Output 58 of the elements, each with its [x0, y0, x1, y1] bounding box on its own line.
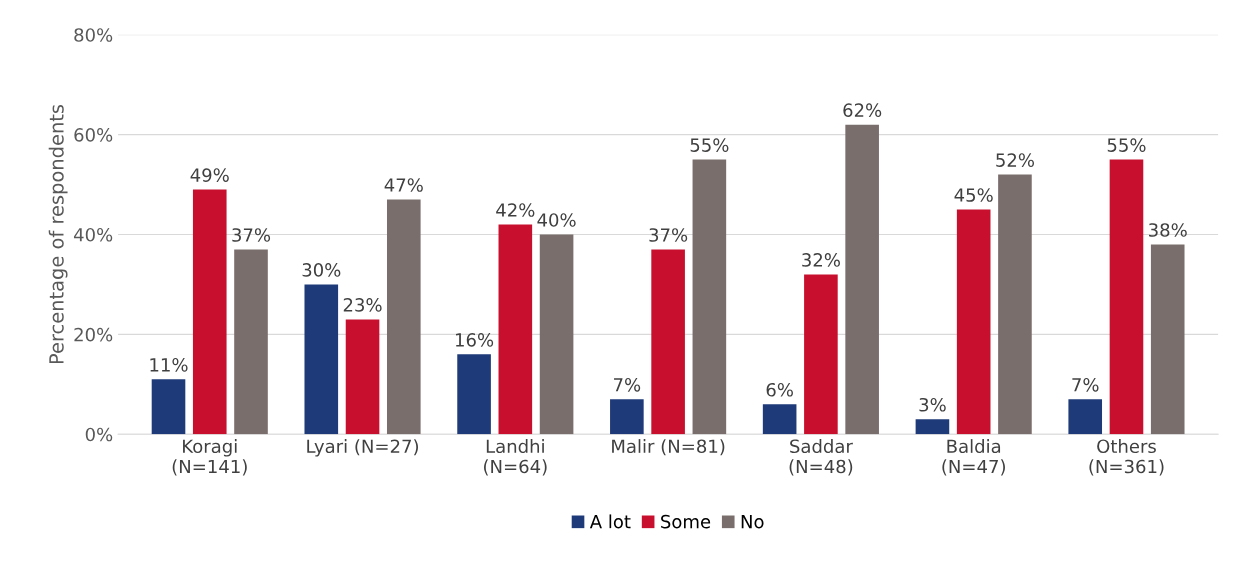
data-label: 6%: [766, 382, 793, 397]
bar: [1150, 244, 1185, 435]
bar: [1109, 159, 1144, 435]
bar: [804, 274, 838, 435]
bar: [345, 319, 380, 435]
data-label: 37%: [232, 228, 271, 242]
x-tick-label: Malir (N=81): [612, 439, 725, 456]
bar: [651, 249, 685, 435]
bar: [762, 404, 797, 435]
data-label: 55%: [1107, 138, 1146, 152]
data-label: 40%: [537, 213, 576, 227]
y-tick-label: 60%: [74, 128, 113, 142]
data-label: 11%: [150, 358, 188, 372]
x-tick-label: Saddar (N=48): [789, 439, 853, 476]
data-label: 55%: [690, 138, 729, 152]
data-label: 32%: [802, 253, 840, 267]
bar: [956, 209, 991, 435]
x-tick-label: Baldia (N=47): [942, 439, 1005, 476]
bar: [304, 284, 339, 435]
y-tick-label: 0%: [85, 427, 113, 442]
bar: [457, 354, 491, 435]
legend-label: A lot: [589, 514, 631, 529]
bar: [386, 199, 421, 435]
legend-label: Some: [661, 514, 711, 529]
bar: [234, 249, 268, 435]
y-axis-title: Percentage of respondents: [48, 104, 68, 364]
x-tick-label: Landhi (N=64): [484, 439, 547, 476]
bar: [151, 379, 186, 435]
x-tick-label: Lyari (N=27): [307, 439, 419, 457]
bar: [192, 189, 227, 435]
bar: [915, 419, 950, 435]
data-label: 3%: [919, 397, 946, 412]
data-label: 7%: [1072, 377, 1099, 392]
data-label: 47%: [384, 178, 423, 192]
y-tick-label: 80%: [74, 28, 113, 42]
data-label: 49%: [190, 168, 229, 182]
bar: [539, 234, 574, 435]
data-label: 16%: [455, 333, 494, 347]
data-label: 45%: [954, 188, 993, 202]
bar: [498, 224, 533, 435]
data-label: 23%: [343, 298, 382, 312]
bar: [692, 159, 727, 435]
bar: [1068, 399, 1103, 435]
x-tick-label: Koragi (N=141): [172, 439, 247, 476]
data-label: 30%: [302, 263, 341, 277]
legend-label: No: [741, 514, 764, 529]
bar: [610, 399, 644, 435]
bar: [998, 174, 1032, 435]
data-label: 62%: [843, 103, 882, 117]
y-tick-label: 40%: [73, 227, 113, 242]
x-tick-label: Others (N=361): [1089, 439, 1164, 476]
data-label: 7%: [614, 377, 641, 392]
data-label: 37%: [649, 228, 688, 242]
y-tick-label: 20%: [74, 327, 113, 342]
bar: [845, 124, 879, 435]
data-label: 52%: [996, 153, 1034, 167]
data-label: 38%: [1149, 223, 1187, 237]
data-label: 42%: [496, 203, 535, 217]
